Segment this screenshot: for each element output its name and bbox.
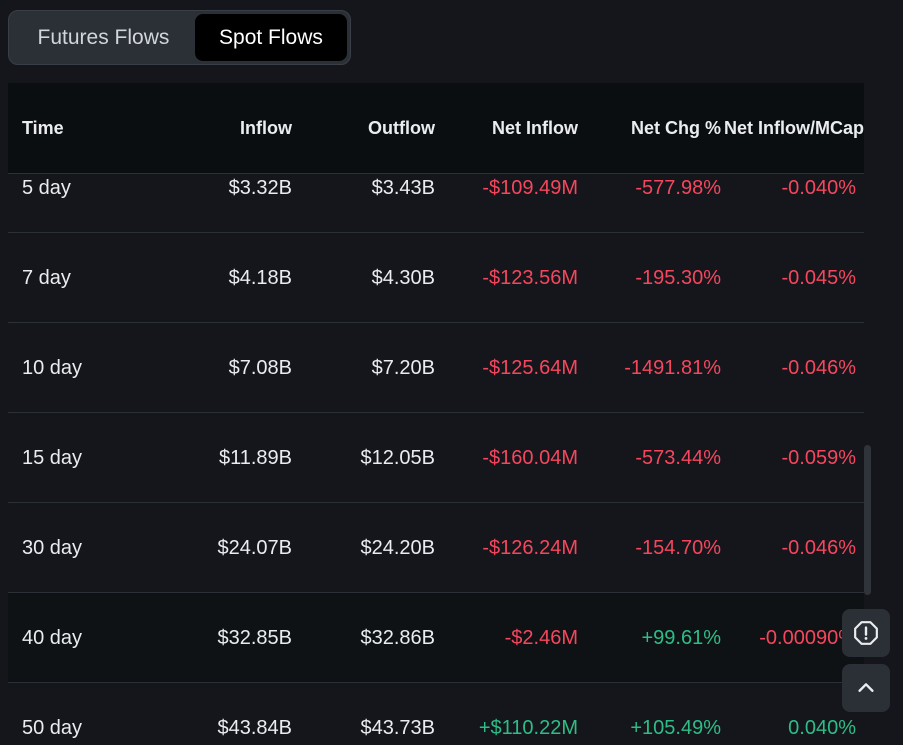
cell-time: 10 day: [22, 357, 83, 379]
cell-outflow: $24.20B: [360, 537, 435, 559]
alert-octagon-icon: [854, 621, 878, 645]
table-row[interactable]: 10 day $7.08B $7.20B -$125.64M -1491.81% -0.0…: [8, 323, 864, 413]
cell-net-chg: +105.49%: [630, 717, 721, 739]
cell-net-inflow-mcap: -0.00090%: [759, 627, 856, 649]
cell-time: 5 day: [22, 177, 71, 199]
table-row[interactable]: 40 day $32.85B $32.86B -$2.46M +99.61% -0.000…: [8, 593, 864, 683]
cell-time: 40 day: [22, 627, 83, 649]
table-row[interactable]: 30 day $24.07B $24.20B -$126.24M -154.70% -0.…: [8, 503, 864, 593]
table-row[interactable]: 5 day $3.32B $3.43B -$109.49M -577.98% -0.040…: [8, 143, 864, 233]
cell-net-chg: -1491.81%: [624, 357, 721, 379]
cell-outflow: $4.30B: [371, 267, 435, 289]
header-net-chg[interactable]: Net Chg %: [631, 118, 721, 138]
cell-net-inflow: -$126.24M: [482, 537, 578, 559]
header-inflow[interactable]: Inflow: [240, 118, 292, 138]
cell-net-chg: +99.61%: [641, 627, 721, 649]
feedback-button[interactable]: [842, 609, 890, 657]
flows-table: Time Inflow Outflow Net Inflow Net Chg %…: [8, 83, 864, 745]
header-time[interactable]: Time: [22, 118, 64, 138]
tab-spot-flows[interactable]: Spot Flows: [194, 14, 347, 61]
cell-inflow: $7.08B: [228, 357, 292, 379]
cell-outflow: $7.20B: [371, 357, 435, 379]
cell-outflow: $32.86B: [360, 627, 435, 649]
cell-inflow: $24.07B: [217, 537, 292, 559]
cell-outflow: $43.73B: [360, 717, 435, 739]
table-row[interactable]: 50 day $43.84B $43.73B +$110.22M +105.49% 0.0…: [8, 683, 864, 745]
cell-net-chg: -573.44%: [635, 447, 721, 469]
cell-net-inflow-mcap: 0.040%: [788, 717, 856, 739]
chevron-up-icon: [858, 683, 874, 692]
header-net-inflow-mcap[interactable]: Net Inflow/MCap: [724, 118, 864, 138]
cell-net-inflow-mcap: -0.046%: [781, 357, 857, 379]
cell-outflow: $3.43B: [371, 177, 435, 199]
header-net-inflow[interactable]: Net Inflow: [492, 118, 578, 138]
cell-net-inflow: -$123.56M: [482, 267, 578, 289]
cell-net-chg: -577.98%: [635, 177, 721, 199]
cell-net-inflow: -$160.04M: [482, 447, 578, 469]
cell-net-inflow: -$2.46M: [504, 627, 578, 649]
cell-net-inflow-mcap: -0.059%: [781, 447, 857, 469]
cell-inflow: $32.85B: [217, 627, 292, 649]
cell-net-inflow-mcap: -0.040%: [781, 177, 857, 199]
cell-net-inflow: -$125.64M: [482, 357, 578, 379]
cell-outflow: $12.05B: [360, 447, 435, 469]
cell-time: 30 day: [22, 537, 83, 559]
cell-inflow: $11.89B: [218, 447, 292, 469]
cell-net-inflow: +$110.22M: [478, 717, 578, 739]
cell-time: 15 day: [22, 447, 83, 469]
tab-futures-flows[interactable]: Futures Flows: [37, 25, 170, 49]
scrollbar-thumb[interactable]: [864, 445, 871, 595]
cell-time: 7 day: [22, 267, 71, 289]
cell-net-inflow-mcap: -0.046%: [781, 537, 857, 559]
cell-net-inflow: -$109.49M: [482, 177, 578, 199]
table-header: Time Inflow Outflow Net Inflow Net Chg %…: [8, 83, 864, 174]
cell-inflow: $43.84B: [217, 717, 292, 739]
header-outflow[interactable]: Outflow: [368, 118, 435, 138]
table-row[interactable]: 7 day $4.18B $4.30B -$123.56M -195.30% -0.045…: [8, 233, 864, 323]
flows-tab-switch: Futures Flows Spot Flows: [8, 10, 351, 65]
cell-inflow: $4.18B: [228, 267, 292, 289]
scroll-to-top-button[interactable]: [842, 664, 890, 712]
cell-net-chg: -195.30%: [635, 267, 721, 289]
cell-time: 50 day: [22, 717, 83, 739]
cell-inflow: $3.32B: [228, 177, 292, 199]
cell-net-chg: -154.70%: [635, 537, 721, 559]
table-row[interactable]: 15 day $11.89B $12.05B -$160.04M -573.44% -0.…: [8, 413, 864, 503]
cell-net-inflow-mcap: -0.045%: [781, 267, 857, 289]
